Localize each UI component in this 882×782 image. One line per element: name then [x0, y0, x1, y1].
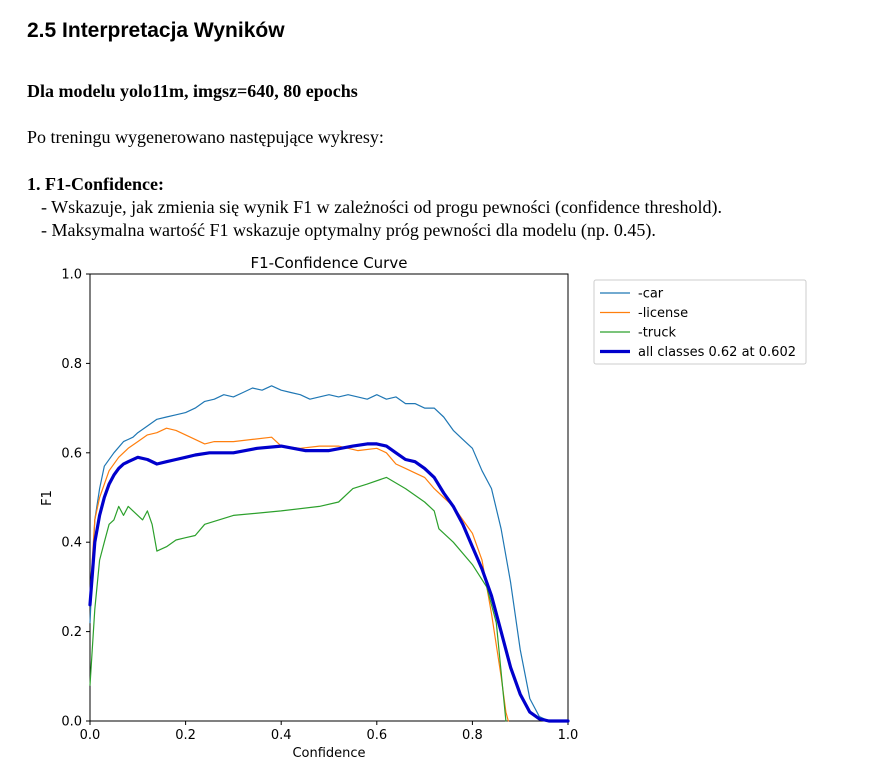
plot-frame	[89, 273, 569, 722]
x-tick-label: 0.8	[462, 728, 483, 743]
series-line	[89, 427, 509, 722]
x-tick-label: 0.2	[175, 728, 196, 743]
section-title: 2.5 Interpretacja Wyników	[27, 19, 285, 42]
x-tick-label: 0.6	[366, 728, 387, 743]
series-line	[88, 442, 570, 723]
chart-title: F1-Confidence Curve	[251, 254, 408, 272]
series-line	[89, 385, 569, 722]
y-axis-label: F1	[40, 490, 55, 506]
y-tick-label: 0.0	[61, 715, 82, 730]
list-bullet: - Maksymalna wartość F1 wskazuje optymal…	[41, 220, 656, 240]
y-tick-label: 1.0	[61, 268, 82, 283]
legend-entry: -license	[638, 306, 688, 321]
legend-entry: -truck	[638, 326, 677, 341]
list-item-title: 1. F1-Confidence:	[27, 174, 164, 194]
series-line	[89, 476, 507, 722]
intro-paragraph: Po treningu wygenerowano następujące wyk…	[27, 127, 384, 147]
y-axis-ticks: 0.0 0.2 0.4 0.6 0.8 1.0	[61, 268, 90, 730]
y-tick-label: 0.2	[61, 625, 82, 640]
x-tick-label: 0.0	[80, 728, 101, 743]
model-heading: Dla modelu yolo11m, imgsz=640, 80 epochs	[27, 81, 358, 101]
y-tick-label: 0.6	[61, 446, 82, 461]
x-axis-label: Confidence	[292, 746, 365, 761]
legend: -car -license -truck all classes 0.62 at 0.…	[593, 279, 807, 365]
list-bullet: - Wskazuje, jak zmienia się wynik F1 w z…	[41, 197, 722, 217]
f1-confidence-chart: F1-Confidence Curve 0.0 0.2 0.4 0.6 0.8 1.0 0…	[40, 254, 807, 761]
y-tick-label: 0.8	[61, 357, 82, 372]
legend-entry: -car	[638, 287, 664, 302]
legend-entry: all classes 0.62 at 0.602	[638, 345, 796, 360]
x-tick-label: 1.0	[558, 728, 579, 743]
series-lines	[88, 385, 570, 723]
legend-box	[593, 279, 807, 365]
x-axis-ticks: 0.0 0.2 0.4 0.6 0.8 1.0	[80, 721, 579, 743]
x-tick-label: 0.4	[271, 728, 292, 743]
y-tick-label: 0.4	[61, 536, 82, 551]
